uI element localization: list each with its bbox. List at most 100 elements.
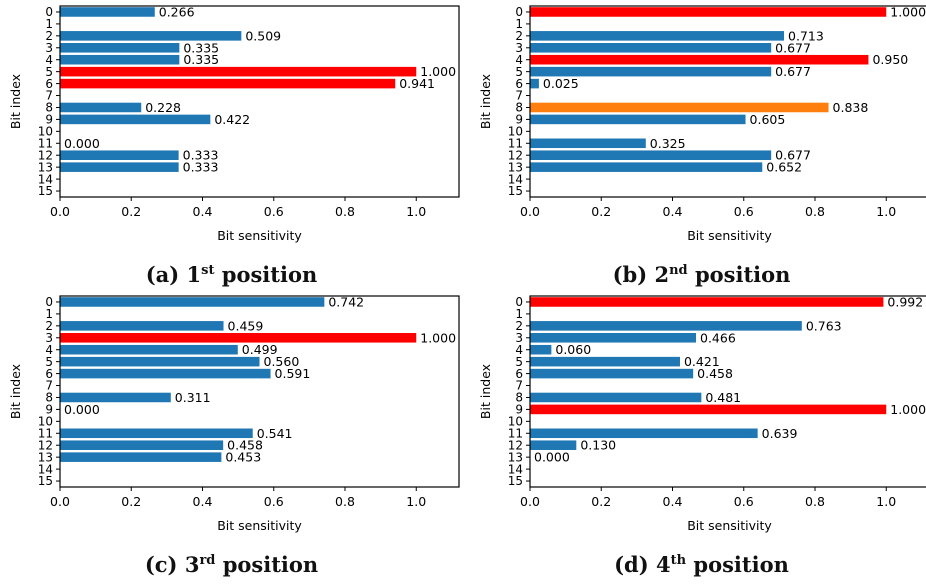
chart-c-ytick-label-10: 10 [38, 415, 53, 429]
chart-b-bar-11 [530, 138, 646, 149]
chart-d-ytick-label-8: 8 [515, 391, 523, 405]
chart-c-ytick-label-1: 1 [45, 307, 53, 321]
chart-c-value-label-2: 0.459 [228, 318, 264, 333]
chart-c-bar-2 [60, 321, 224, 331]
chart-a-ytick-label-12: 12 [38, 148, 53, 162]
chart-c-xtick-label-0.6: 0.6 [264, 494, 284, 509]
chart-a-xlabel: Bit sensitivity [217, 228, 302, 243]
chart-c-ytick-label-0: 0 [45, 295, 53, 309]
chart-d-ytick-label-7: 7 [515, 379, 523, 393]
chart-d-xtick-label-0.2: 0.2 [591, 494, 611, 509]
chart-b-bar-6 [530, 78, 539, 89]
chart-d-bar-6 [530, 368, 694, 379]
caption-c-word: position [222, 552, 319, 577]
chart-a-ytick-label-5: 5 [45, 65, 53, 79]
chart-b-ytick-label-9: 9 [515, 113, 523, 127]
panel-c: 0.742 0.459 1.000 0.499 0.560 0.591 0.311 0.000… [0, 290, 463, 582]
caption-a-label: (a) [145, 262, 180, 287]
chart-c-ytick-label-12: 12 [38, 438, 53, 452]
chart-a-value-label-3: 0.335 [183, 40, 219, 55]
chart-c-value-label-11: 0.541 [257, 426, 293, 441]
chart-d-value-label-8: 0.481 [705, 390, 741, 405]
chart-d-value-label-9: 1.000 [890, 402, 926, 417]
chart-b-ytick-label-10: 10 [508, 125, 523, 139]
chart-b-value-label-8: 0.838 [833, 100, 869, 115]
chart-c-xlabel: Bit sensitivity [217, 518, 302, 533]
chart-d-value-label-11: 0.639 [762, 426, 798, 441]
chart-a-ytick-label-6: 6 [45, 77, 53, 91]
chart-c-bar-6 [60, 368, 271, 379]
chart-c-ytick-label-7: 7 [45, 379, 53, 393]
chart-b-ytick-label-5: 5 [515, 65, 523, 79]
chart-a-ytick-label-11: 11 [38, 136, 53, 150]
chart-b-ytick-label-12: 12 [508, 148, 523, 162]
chart-d: 0.9920.7630.4660.0600.4210.4580.4811.000… [478, 294, 926, 533]
chart-d-ylabel: Bit index [478, 364, 493, 419]
chart-d-bar-9 [530, 404, 887, 415]
chart-a-ytick-label-8: 8 [45, 101, 53, 115]
chart-c-ytick-label-4: 4 [45, 343, 53, 357]
caption-c: (c) 3rd position [0, 552, 463, 577]
chart-c-bar-12 [60, 440, 224, 450]
chart-b-bar-3 [530, 43, 772, 53]
chart-d-ytick-label-4: 4 [515, 343, 523, 357]
chart-d-xtick-label-0.4: 0.4 [663, 494, 683, 509]
chart-c-bar-3 [60, 333, 417, 343]
chart-a-bar-8 [60, 102, 142, 113]
chart-d-value-label-13: 0.000 [534, 450, 570, 465]
chart-c-bar-0 [60, 297, 325, 307]
chart-d-ytick-label-15: 15 [508, 474, 523, 488]
caption-a-word: position [221, 262, 318, 287]
panel-d: 0.992 0.763 0.466 0.060 0.421 0.458 0.481 1.000… [470, 290, 926, 582]
chart-b-ytick-label-2: 2 [515, 29, 523, 43]
chart-a-ytick-label-14: 14 [38, 172, 53, 186]
chart-b-value-label-4: 0.950 [872, 52, 908, 67]
chart-a-ytick-label-2: 2 [45, 29, 53, 43]
chart-c-xtick-label-0.8: 0.8 [335, 494, 355, 509]
chart-b-ytick-label-4: 4 [515, 53, 523, 67]
chart-c-ytick-label-6: 6 [45, 367, 53, 381]
caption-c-suffix: rd [199, 553, 216, 568]
chart-a-value-label-0: 0.266 [159, 4, 195, 19]
caption-d-ordinal: 4 [656, 552, 671, 577]
chart-d-value-label-0: 0.992 [887, 294, 923, 309]
chart-c-bar-13 [60, 452, 222, 462]
chart-c-ylabel: Bit index [8, 364, 23, 419]
chart-c-value-label-13: 0.453 [225, 450, 261, 465]
chart-c-value-label-8: 0.311 [175, 390, 211, 405]
chart-c-ytick-label-8: 8 [45, 391, 53, 405]
chart-d-bar-4 [530, 344, 552, 355]
caption-b-word: position [694, 262, 791, 287]
panel-a: 0.266 0.509 0.335 0.335 1.000 0.941 0.228 0.422… [0, 0, 463, 292]
chart-d-ytick-label-6: 6 [515, 367, 523, 381]
chart-c-ytick-label-14: 14 [38, 462, 53, 476]
chart-d-value-label-3: 0.466 [700, 330, 736, 345]
caption-b: (b) 2nd position [470, 262, 926, 287]
caption-d: (d) 4th position [470, 552, 926, 577]
chart-d-xtick-label-1.0: 1.0 [876, 494, 896, 509]
chart-c-ytick-label-15: 15 [38, 474, 53, 488]
chart-b-bar-2 [530, 31, 785, 41]
chart-a-ytick-label-3: 3 [45, 41, 53, 55]
chart-c-bar-5 [60, 356, 260, 367]
chart-c-bar-11 [60, 428, 253, 439]
chart-d-xlabel: Bit sensitivity [687, 518, 772, 533]
chart-d-bar-12 [530, 440, 577, 450]
chart-b-value-label-2: 0.713 [788, 28, 824, 43]
chart-b-ytick-label-6: 6 [515, 77, 523, 91]
chart-d-bar-11 [530, 428, 758, 439]
chart-c-value-label-6: 0.591 [275, 366, 311, 381]
chart-a-bar-5 [60, 66, 417, 77]
chart-d-bar-8 [530, 392, 702, 403]
caption-d-label: (d) [614, 552, 649, 577]
chart-a-xtick-label-0.6: 0.6 [264, 204, 284, 219]
chart-c-xtick-label-0.2: 0.2 [121, 494, 141, 509]
chart-b-ytick-label-11: 11 [508, 136, 523, 150]
chart-d-xtick-label-0.8: 0.8 [805, 494, 825, 509]
chart-d-value-label-2: 0.763 [806, 318, 842, 333]
chart-d-ytick-label-11: 11 [508, 426, 523, 440]
chart-c-value-label-9: 0.000 [64, 402, 100, 417]
chart-a-ytick-label-10: 10 [38, 125, 53, 139]
chart-a-value-label-11: 0.000 [64, 136, 100, 151]
chart-a-value-label-12: 0.333 [183, 148, 219, 163]
